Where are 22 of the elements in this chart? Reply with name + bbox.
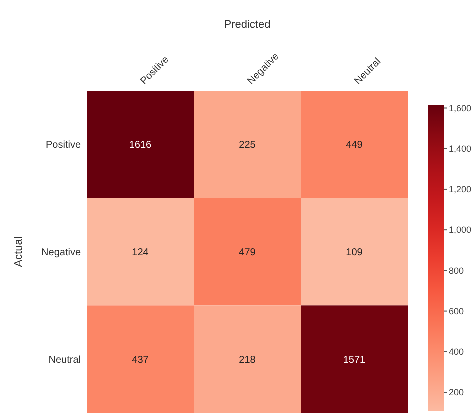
color-bar-label: 1,400 [449, 144, 472, 154]
color-bar-label: 800 [449, 266, 464, 276]
color-bar-label: 1,200 [449, 184, 472, 195]
y-axis-title: Actual [13, 236, 25, 268]
color-bar-label: 600 [449, 306, 464, 316]
data-label: 479 [239, 248, 256, 258]
color-bar-label: 1,600 [449, 103, 472, 114]
x-axis-title: Predicted [224, 19, 271, 31]
color-bar-label: 200 [449, 388, 464, 398]
data-label: 218 [239, 354, 256, 366]
data-label: 124 [132, 248, 150, 258]
data-label: 437 [132, 354, 150, 366]
data-label: 449 [346, 140, 364, 152]
data-label: 1616 [129, 140, 152, 152]
color-bar-label: 400 [449, 347, 464, 358]
data-label: 225 [239, 140, 256, 152]
y-tick-label: Negative [42, 248, 82, 258]
color-bar-label: 1,000 [449, 225, 472, 236]
y-tick-label: Neutral [48, 354, 81, 366]
data-label: 109 [346, 248, 364, 258]
data-label: 1571 [343, 354, 366, 366]
y-tick-label: Positive [46, 140, 82, 152]
